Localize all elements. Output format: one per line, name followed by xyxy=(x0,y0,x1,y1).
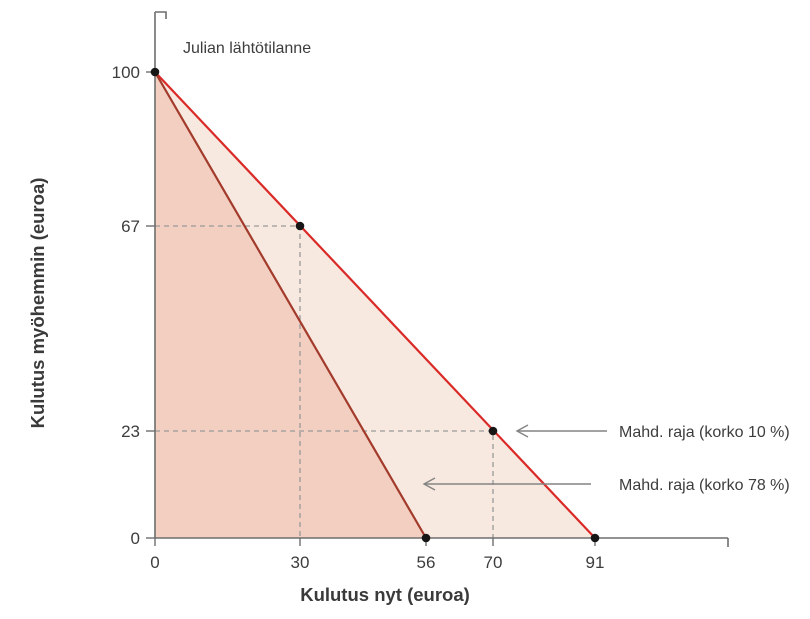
annotation-frontier-78: Mahd. raja (korko 78 %) xyxy=(619,477,790,494)
annotation-start-point: Julian lähtötilanne xyxy=(183,40,311,57)
y-tick-label-67: 67 xyxy=(121,217,140,236)
x-tick-label-56: 56 xyxy=(417,553,436,572)
frontier-line-10pct xyxy=(153,70,597,540)
arrow-frontier-10 xyxy=(515,424,607,438)
point-91-0 xyxy=(590,533,600,543)
annotation-frontier-10: Mahd. raja (korko 10 %) xyxy=(619,424,790,441)
point-56-0 xyxy=(421,533,431,543)
x-tick-label-70: 70 xyxy=(484,553,503,572)
y-tick-label-23: 23 xyxy=(121,422,140,441)
y-tick-label-100: 100 xyxy=(112,63,140,82)
x-tick-label-0: 0 xyxy=(150,553,159,572)
y-axis-end-cap xyxy=(155,11,167,19)
x-tick-label-30: 30 xyxy=(291,553,310,572)
y-tick-label-0: 0 xyxy=(131,529,140,548)
x-tick-label-91: 91 xyxy=(586,553,605,572)
x-axis-title: Kulutus nyt (euroa) xyxy=(300,584,470,605)
frontier-line-78pct xyxy=(153,70,428,540)
arrow-frontier-78 xyxy=(422,477,591,491)
point-70-23 xyxy=(488,426,498,436)
point-start-0-100 xyxy=(150,67,160,77)
y-axis-title: Kulutus myöhemmin (euroa) xyxy=(27,178,48,429)
point-30-67 xyxy=(295,221,305,231)
